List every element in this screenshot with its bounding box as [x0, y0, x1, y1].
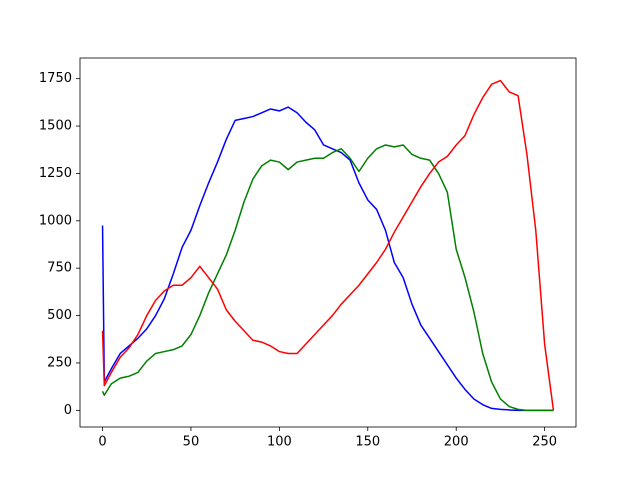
y-tick-label: 0: [64, 403, 72, 418]
x-tick-label: 0: [98, 435, 106, 450]
series-line: [101, 144, 554, 412]
y-tick-label: 250: [47, 355, 72, 370]
y-tick-label: 1250: [39, 166, 72, 181]
x-tick-label: 200: [444, 435, 469, 450]
y-tick-label: 500: [47, 308, 72, 323]
y-tick-label: 1000: [39, 213, 72, 228]
x-tick-label: 250: [532, 435, 557, 450]
x-tick-label: 50: [183, 435, 200, 450]
series-line: [101, 79, 555, 411]
x-tick-label: 100: [267, 435, 292, 450]
plot-frame: [79, 57, 577, 428]
y-tick-label: 1500: [39, 119, 72, 134]
y-tick-label: 1750: [39, 71, 72, 86]
y-tick-label: 750: [47, 261, 72, 276]
series-line: [101, 106, 554, 412]
x-tick-label: 150: [355, 435, 380, 450]
